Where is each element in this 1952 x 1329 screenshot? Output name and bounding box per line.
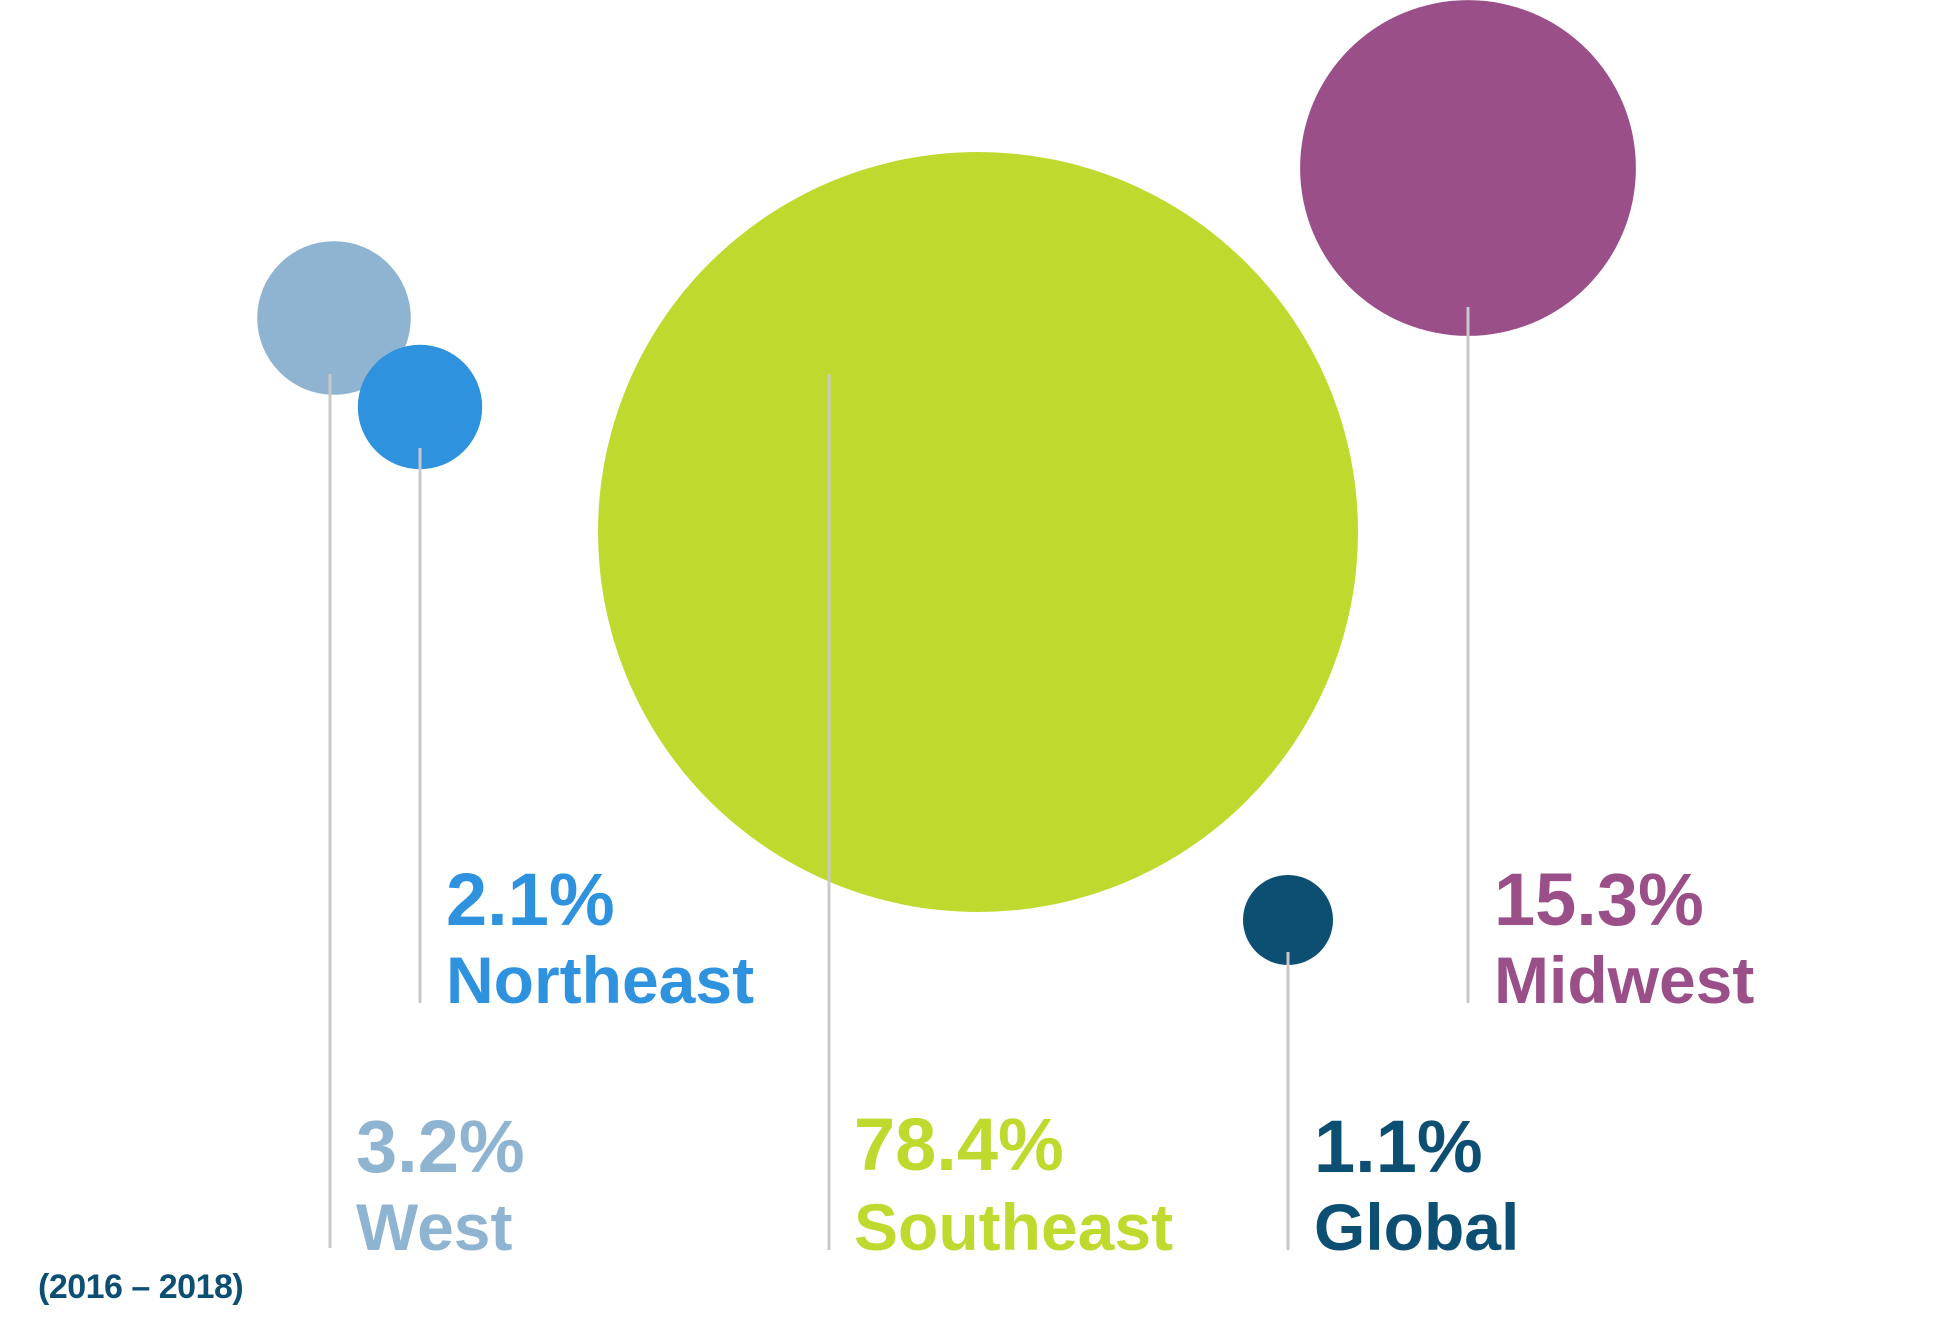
west-value-label: 3.2% [356,1105,525,1188]
global-region-label: Global [1314,1190,1519,1264]
midwest-region-label: Midwest [1494,943,1754,1017]
northeast-value-label: 2.1% [446,858,615,941]
west-region-label: West [356,1190,513,1264]
midwest-bubble [1300,0,1636,336]
northeast-region-label: Northeast [446,943,754,1017]
west-bubble [257,241,411,395]
southeast-value-label: 78.4% [854,1103,1064,1186]
midwest-value-label: 15.3% [1494,858,1704,941]
southeast-region-label: Southeast [854,1190,1173,1264]
northeast-bubble [357,344,483,470]
global-value-label: 1.1% [1314,1105,1483,1188]
southeast-bubble [598,152,1358,912]
global-bubble [1243,875,1333,965]
date-range-caption: (2016 – 2018) [38,1268,244,1306]
